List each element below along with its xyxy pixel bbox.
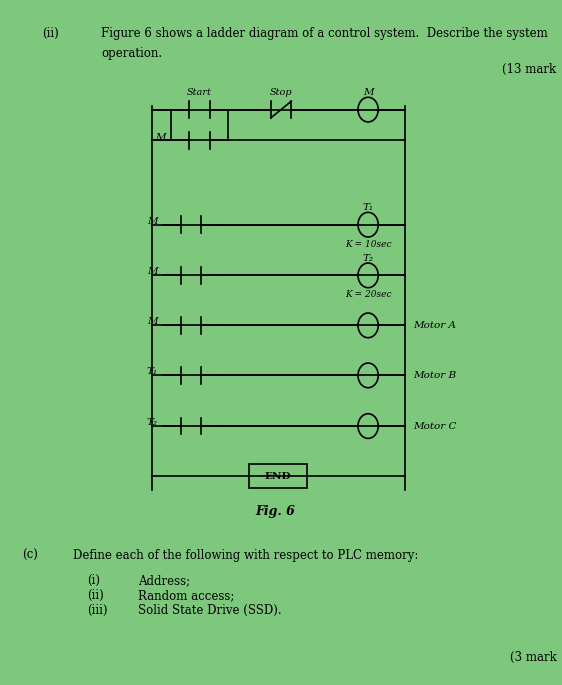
Text: Fig. 6: Fig. 6 [256, 506, 295, 518]
Text: Motor A: Motor A [413, 321, 456, 330]
Text: Random access;: Random access; [138, 589, 234, 602]
Text: Define each of the following with respect to PLC memory:: Define each of the following with respec… [73, 549, 419, 562]
Text: END: END [265, 471, 292, 481]
Text: Stop: Stop [270, 88, 292, 97]
Text: Address;: Address; [138, 574, 190, 587]
Text: operation.: operation. [101, 47, 162, 60]
Text: T₂: T₂ [146, 418, 157, 427]
Text: Start: Start [187, 88, 212, 97]
Text: M: M [363, 88, 373, 97]
Text: T₁: T₁ [362, 203, 374, 212]
Text: M: M [147, 267, 157, 277]
Text: M: M [147, 317, 157, 327]
Text: Motor C: Motor C [413, 421, 456, 431]
Text: T₂: T₂ [362, 254, 374, 263]
Text: M: M [155, 132, 166, 142]
Text: Solid State Drive (SSD).: Solid State Drive (SSD). [138, 604, 282, 617]
Text: (3 mark: (3 mark [510, 651, 556, 664]
Text: M: M [147, 216, 157, 226]
Text: Motor B: Motor B [413, 371, 456, 380]
Text: (ii): (ii) [42, 27, 59, 40]
Text: T₁: T₁ [146, 367, 157, 377]
Text: (ii): (ii) [87, 589, 104, 602]
Text: (iii): (iii) [87, 604, 107, 617]
Text: K = 20sec: K = 20sec [345, 290, 391, 299]
Text: Figure 6 shows a ladder diagram of a control system.  Describe the system: Figure 6 shows a ladder diagram of a con… [101, 27, 548, 40]
FancyBboxPatch shape [249, 464, 307, 488]
Text: K = 10sec: K = 10sec [345, 240, 391, 249]
Text: (i): (i) [87, 574, 100, 587]
Text: (13 mark: (13 mark [502, 63, 556, 76]
Text: (c): (c) [22, 549, 38, 562]
